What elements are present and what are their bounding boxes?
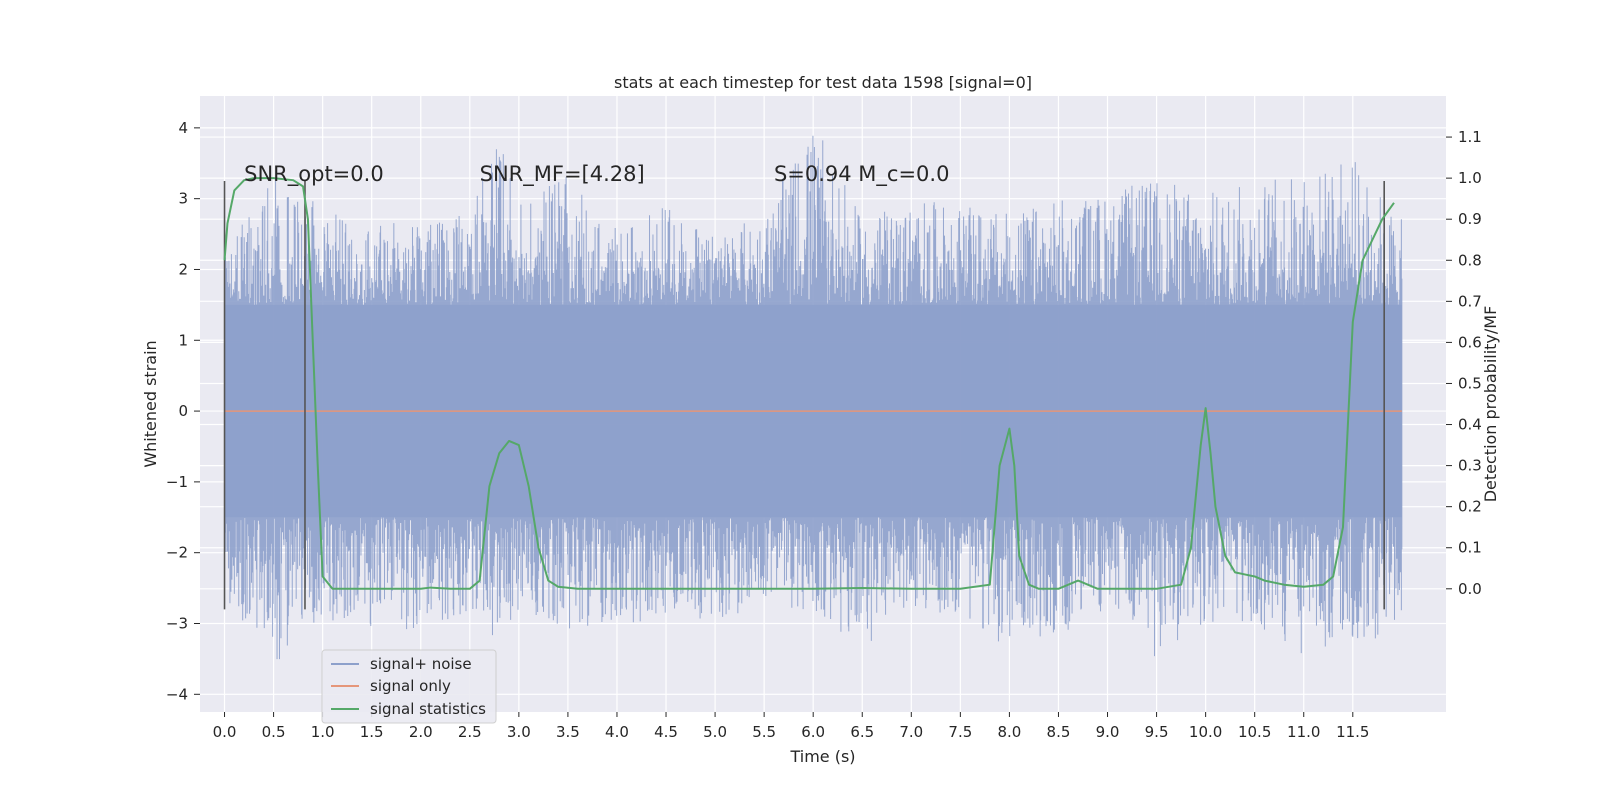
x-tick-label: 3.5	[556, 723, 580, 741]
signal-statistics-line	[223, 177, 1395, 590]
x-tick-label: 4.5	[654, 723, 678, 741]
annotation: SNR_MF=[4.28]	[480, 162, 645, 187]
x-tick-label: 1.0	[311, 723, 335, 741]
x-tick-label: 6.5	[850, 723, 874, 741]
y-tick-label: −2	[166, 544, 188, 562]
annotation: S=0.94 M_c=0.0	[774, 162, 950, 187]
x-tick-label: 2.5	[458, 723, 482, 741]
y-tick-label: −1	[166, 473, 188, 491]
y-axis-label: Whitened strain	[141, 340, 160, 467]
y-right-tick-label: 0.0	[1458, 580, 1482, 598]
y-right-tick-label: 0.7	[1458, 292, 1482, 310]
annotation: SNR_opt=0.0	[244, 162, 384, 187]
y-right-tick-label: 0.8	[1458, 251, 1482, 269]
y-right-axis-ticks: 0.0 0.1 0.2 0.3 0.4 0.5 0.6 0.7 0.8 0.9 1.0 1.1	[1446, 128, 1482, 598]
x-tick-label: 10.0	[1189, 723, 1222, 741]
x-tick-label: 9.5	[1145, 723, 1169, 741]
y-right-tick-label: 0.6	[1458, 333, 1482, 351]
y-right-tick-label: 0.1	[1458, 539, 1482, 557]
y-tick-label: −4	[166, 685, 188, 703]
x-tick-label: 7.0	[899, 723, 923, 741]
chart-title: stats at each timestep for test data 159…	[614, 73, 1032, 92]
x-axis-ticks: 0.0 0.5 1.0 1.5 2.0 2.5 3.0 3.5 4.0 4.5 5.0 5.5 6.0 6…	[213, 712, 1369, 741]
x-tick-label: 10.5	[1238, 723, 1271, 741]
x-axis-label: Time (s)	[789, 747, 855, 766]
signal-statistics-series	[223, 177, 1395, 590]
x-tick-label: 4.0	[605, 723, 629, 741]
y-tick-label: 4	[178, 119, 188, 137]
legend-box	[321, 649, 497, 724]
y-tick-label: 0	[178, 402, 188, 420]
legend-label-noise: signal+ noise	[370, 655, 472, 673]
x-tick-label: 9.0	[1096, 723, 1120, 741]
x-tick-label: 8.5	[1047, 723, 1071, 741]
x-tick-label: 3.0	[507, 723, 531, 741]
legend-label-signal: signal only	[370, 677, 451, 695]
x-tick-label: 0.0	[213, 723, 237, 741]
x-tick-label: 5.5	[752, 723, 776, 741]
y-right-tick-label: 1.1	[1458, 128, 1482, 146]
y-right-tick-label: 1.0	[1458, 169, 1482, 187]
legend: signal+ noise signal only signal statist…	[321, 649, 497, 724]
y-tick-label: 3	[178, 190, 188, 208]
annotations: SNR_opt=0.0 SNR_MF=[4.28] S=0.94 M_c=0.0	[244, 162, 949, 187]
y-right-tick-label: 0.9	[1458, 210, 1482, 228]
y-tick-label: 2	[178, 260, 188, 278]
x-tick-label: 7.5	[948, 723, 972, 741]
x-tick-label: 8.0	[997, 723, 1021, 741]
y-tick-label: −3	[166, 614, 188, 632]
x-tick-label: 11.5	[1336, 723, 1369, 741]
y-axis-ticks: −4 −3 −2 −1 0 1 2 3 4	[166, 119, 200, 703]
y-right-tick-label: 0.3	[1458, 457, 1482, 475]
y-right-tick-label: 0.2	[1458, 498, 1482, 516]
x-tick-label: 2.0	[409, 723, 433, 741]
y-right-tick-label: 0.4	[1458, 416, 1482, 434]
y-tick-label: 1	[178, 331, 188, 349]
y-right-axis-label: Detection probability/MF	[1481, 306, 1500, 503]
x-tick-label: 0.5	[262, 723, 286, 741]
legend-label-stat: signal statistics	[370, 700, 486, 718]
x-tick-label: 6.0	[801, 723, 825, 741]
x-tick-label: 1.5	[360, 723, 384, 741]
y-right-tick-label: 0.5	[1458, 374, 1482, 392]
x-tick-label: 5.0	[703, 723, 727, 741]
x-tick-label: 11.0	[1287, 723, 1320, 741]
